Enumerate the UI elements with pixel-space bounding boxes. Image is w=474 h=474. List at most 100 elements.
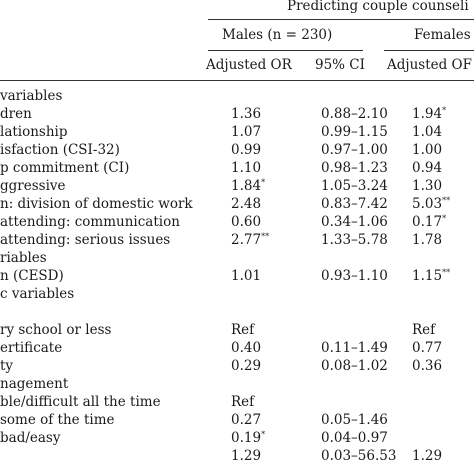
row-label: ty [0, 358, 13, 374]
male-95-ci: 0.11–1.49 [321, 340, 388, 356]
female-adjusted-or-text: 1.00 [412, 142, 443, 158]
male-95-ci: 0.03–56.53 [321, 448, 396, 464]
male-95-ci: 0.98–1.23 [321, 160, 388, 176]
row-label: ertificate [0, 340, 62, 356]
male-95-ci: 0.88–2.10 [321, 106, 388, 122]
male-95-ci-text: 0.04–0.97 [321, 430, 388, 446]
male-adjusted-or-text: 1.29 [231, 448, 262, 464]
male-adjusted-or: 1.29 [231, 448, 261, 464]
col-male-or-header-text: Adjusted OR [206, 57, 292, 73]
row-label-text: isfaction (CSI-32) [0, 142, 120, 158]
male-adjusted-or: 2.77** [231, 232, 269, 248]
row-label-text: ble/difficult all the time [0, 394, 161, 410]
row-label-text: ty [0, 358, 14, 374]
male-95-ci: 1.05–3.24 [321, 178, 388, 194]
female-adjusted-or: 0.17* [412, 214, 446, 230]
female-adjusted-or-text: 1.78 [412, 232, 443, 248]
male-adjusted-or-text: 1.84 [231, 178, 262, 194]
row-label-text: attending: serious issues [0, 232, 171, 248]
row-label: variables [0, 88, 62, 104]
male-adjusted-or-text: 1.07 [231, 124, 262, 140]
row-label-text: some of the time [0, 412, 115, 428]
female-adjusted-or: 5.03** [412, 196, 450, 212]
male-adjusted-or: 0.27 [231, 412, 261, 428]
male-adjusted-or: 0.19* [231, 430, 265, 446]
male-adjusted-or-text: 1.36 [231, 106, 262, 122]
male-95-ci-text: 0.08–1.02 [321, 358, 388, 374]
male-adjusted-or-text: 1.10 [231, 160, 262, 176]
male-95-ci: 0.97–1.00 [321, 142, 388, 158]
male-95-ci-text: 0.97–1.00 [321, 142, 388, 158]
male-adjusted-or-text: 2.48 [231, 196, 262, 212]
female-adjusted-or: 1.78 [412, 232, 442, 248]
male-adjusted-or-text: Ref [231, 322, 255, 338]
male-adjusted-or: 1.36 [231, 106, 261, 122]
female-adjusted-or: 1.04 [412, 124, 442, 140]
male-adjusted-or: 0.99 [231, 142, 261, 158]
male-95-ci-text: 0.99–1.15 [321, 124, 388, 140]
male-95-ci-text: 0.03–56.53 [321, 448, 397, 464]
male-adjusted-or-text: 0.19 [231, 430, 262, 446]
male-adjusted-or: 1.10 [231, 160, 261, 176]
row-label: ry school or less [0, 322, 111, 338]
row-label-text: bad/easy [0, 430, 61, 446]
significance-marker: * [442, 106, 447, 115]
female-adjusted-or-text: 1.94 [412, 106, 443, 122]
row-label: n (CESD) [0, 268, 64, 284]
male-95-ci-text: 0.93–1.10 [321, 268, 388, 284]
males-rule [208, 50, 363, 51]
male-95-ci-text: 1.33–5.78 [321, 232, 388, 248]
row-label: bad/easy [0, 430, 60, 446]
males-header-text: Males (n = 230) [222, 27, 333, 43]
col-male-or-header: Adjusted OR [206, 57, 292, 73]
row-label: some of the time [0, 412, 115, 428]
male-adjusted-or-text: 0.60 [231, 214, 262, 230]
row-label-text: ggressive [0, 178, 66, 194]
male-adjusted-or: Ref [231, 322, 254, 338]
female-adjusted-or: 1.00 [412, 142, 442, 158]
female-adjusted-or: 0.36 [412, 358, 442, 374]
female-adjusted-or-text: 1.04 [412, 124, 443, 140]
row-label-text: n (CESD) [0, 268, 64, 284]
row-label-text: variables [0, 88, 63, 104]
male-95-ci: 0.34–1.06 [321, 214, 388, 230]
row-label: lationship [0, 124, 68, 140]
male-95-ci-text: 1.05–3.24 [321, 178, 388, 194]
female-adjusted-or: Ref [412, 322, 435, 338]
col-female-or-header-text: Adjusted OF [387, 57, 472, 73]
col-male-ci-header-text: 95% CI [315, 57, 365, 73]
male-adjusted-or: 1.84* [231, 178, 265, 194]
significance-marker: * [442, 214, 447, 223]
male-adjusted-or-text: 0.27 [231, 412, 262, 428]
row-label: p commitment (CI) [0, 160, 129, 176]
females-header: Females [414, 27, 471, 43]
female-adjusted-or: 1.30 [412, 178, 442, 194]
male-adjusted-or-text: 0.99 [231, 142, 262, 158]
row-label-text: n: division of domestic work [0, 196, 193, 212]
row-label-text: riables [0, 250, 47, 266]
female-adjusted-or: 1.15** [412, 268, 450, 284]
row-label-text: attending: communication [0, 214, 180, 230]
male-adjusted-or-text: Ref [231, 394, 255, 410]
male-adjusted-or: 1.07 [231, 124, 261, 140]
male-adjusted-or: 0.29 [231, 358, 261, 374]
row-label-text: nagement [0, 376, 69, 392]
row-label: ggressive [0, 178, 66, 194]
row-label: nagement [0, 376, 68, 392]
males-header: Males (n = 230) [222, 27, 332, 43]
male-adjusted-or: 0.40 [231, 340, 261, 356]
header-bottom-rule [0, 80, 474, 81]
col-female-or-header: Adjusted OF [387, 57, 472, 73]
male-adjusted-or: Ref [231, 394, 254, 410]
row-label-text: ertificate [0, 340, 63, 356]
row-label: n: division of domestic work [0, 196, 193, 212]
female-adjusted-or: 0.77 [412, 340, 442, 356]
male-adjusted-or-text: 0.40 [231, 340, 262, 356]
row-label-text: dren [0, 106, 32, 122]
significance-marker: ** [261, 232, 270, 241]
male-95-ci: 0.99–1.15 [321, 124, 388, 140]
significance-marker: ** [442, 268, 451, 277]
male-adjusted-or: 1.01 [231, 268, 261, 284]
significance-marker: * [261, 430, 266, 439]
female-adjusted-or: 0.94 [412, 160, 442, 176]
